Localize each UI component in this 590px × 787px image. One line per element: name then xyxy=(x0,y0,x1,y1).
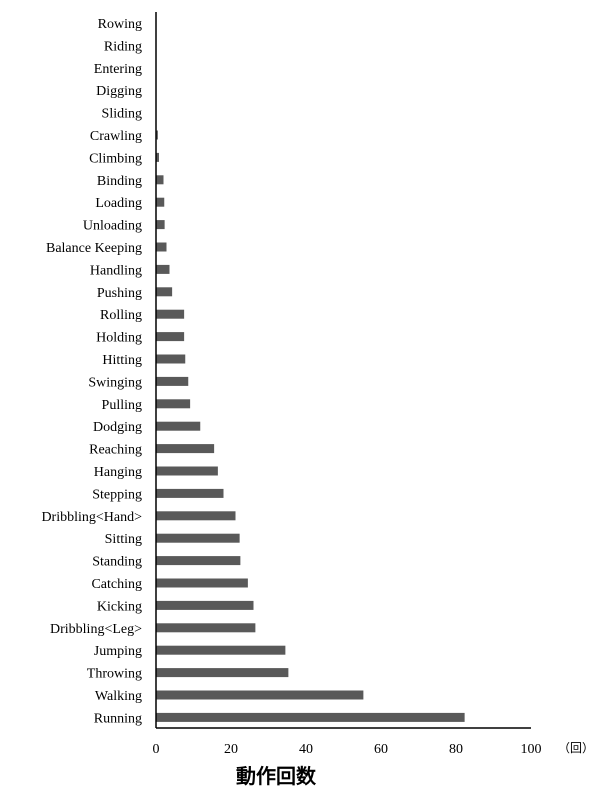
category-label-hitting: Hitting xyxy=(102,353,142,368)
category-label-unloading: Unloading xyxy=(83,219,142,234)
bar-holding xyxy=(156,332,185,342)
bar-pushing xyxy=(156,287,173,297)
x-tick-label-60: 60 xyxy=(374,742,388,757)
category-label-loading: Loading xyxy=(95,196,142,211)
category-label-climbing: Climbing xyxy=(89,151,142,166)
bar-throwing xyxy=(156,668,289,678)
bar-hitting xyxy=(156,354,186,364)
bar-jumping xyxy=(156,645,286,655)
category-label-pulling: Pulling xyxy=(102,398,142,413)
bar-loading xyxy=(156,197,165,207)
category-label-swinging: Swinging xyxy=(88,375,142,390)
x-tick-label-20: 20 xyxy=(224,742,238,757)
category-label-balance-keeping: Balance Keeping xyxy=(46,241,142,256)
category-label-holding: Holding xyxy=(96,331,142,346)
category-label-rowing: Rowing xyxy=(98,17,142,32)
category-label-sitting: Sitting xyxy=(105,532,142,547)
bar-unloading xyxy=(156,220,165,230)
category-label-binding: Binding xyxy=(97,174,142,189)
category-label-walking: Walking xyxy=(95,689,142,704)
bar-dodging xyxy=(156,421,201,431)
bar-kicking xyxy=(156,600,254,610)
category-label-jumping: Jumping xyxy=(94,644,142,659)
bar-swinging xyxy=(156,376,189,386)
category-label-sliding: Sliding xyxy=(102,107,142,122)
x-tick-label-80: 80 xyxy=(449,742,463,757)
x-axis-unit: （回） xyxy=(558,741,590,755)
category-label-entering: Entering xyxy=(94,62,142,77)
x-tick-label-0: 0 xyxy=(153,742,160,757)
category-labels: Rowing Riding Entering Digging Sliding Crawli… xyxy=(41,17,142,726)
category-label-rolling: Rolling xyxy=(100,308,142,323)
category-label-catching: Catching xyxy=(91,577,142,592)
bar-handling xyxy=(156,264,170,274)
bars-group xyxy=(156,130,465,722)
category-label-pushing: Pushing xyxy=(97,286,142,301)
bar-crawling xyxy=(156,130,158,140)
category-label-dribbling-hand: Dribbling<Hand> xyxy=(41,510,142,525)
category-label-digging: Digging xyxy=(96,84,142,99)
bar-standing xyxy=(156,556,241,566)
bar-balance-keeping xyxy=(156,242,167,252)
bar-running xyxy=(156,712,465,722)
bar-binding xyxy=(156,175,164,185)
category-label-throwing: Throwing xyxy=(87,667,142,682)
category-label-stepping: Stepping xyxy=(92,487,142,502)
bar-pulling xyxy=(156,399,191,409)
category-label-dribbling-leg: Dribbling<Leg> xyxy=(50,622,142,637)
x-tick-labels: 0 20 40 60 80 100 xyxy=(153,742,542,757)
category-label-crawling: Crawling xyxy=(90,129,142,144)
bar-dribbling-hand xyxy=(156,511,236,521)
x-tick-label-100: 100 xyxy=(521,742,542,757)
category-label-handling: Handling xyxy=(90,263,142,278)
bar-climbing xyxy=(156,152,159,162)
bar-stepping xyxy=(156,488,224,498)
category-label-kicking: Kicking xyxy=(97,599,142,614)
bar-dribbling-leg xyxy=(156,623,256,633)
bar-hanging xyxy=(156,466,218,476)
bar-walking xyxy=(156,690,364,700)
bar-catching xyxy=(156,578,248,588)
x-tick-label-40: 40 xyxy=(299,742,313,757)
category-label-dodging: Dodging xyxy=(93,420,142,435)
x-axis-title: 動作回数 xyxy=(236,764,317,787)
bar-reaching xyxy=(156,444,215,454)
bar-rolling xyxy=(156,309,185,319)
category-label-running: Running xyxy=(94,711,142,726)
category-label-reaching: Reaching xyxy=(89,443,142,458)
category-label-riding: Riding xyxy=(104,39,142,54)
bar-sitting xyxy=(156,533,240,543)
category-label-standing: Standing xyxy=(92,555,142,570)
category-label-hanging: Hanging xyxy=(94,465,142,480)
